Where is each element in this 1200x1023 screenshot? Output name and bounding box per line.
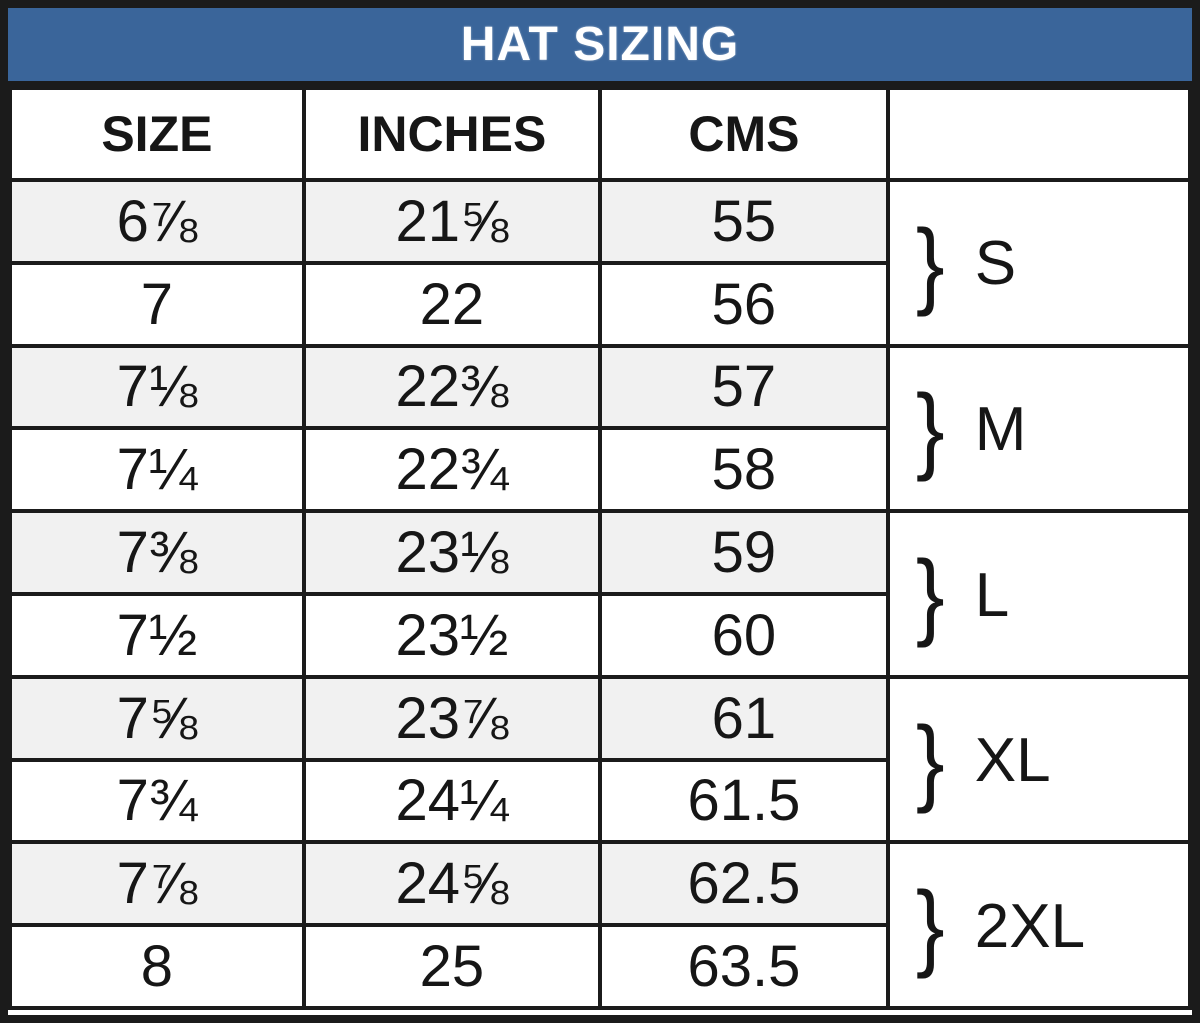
table-row: 8 25 63.5 — [8, 923, 1190, 1010]
table-row: 7½ 23½ 60 — [8, 591, 1190, 679]
cell-cms: 63.5 — [597, 923, 890, 1010]
size-group-cell-m: } M — [885, 343, 1193, 514]
cell-inches: 22⅜ — [301, 343, 602, 431]
size-group-label: 2XL — [974, 891, 1086, 961]
size-group-cell-l: } L — [885, 509, 1193, 679]
cell-size: 7½ — [8, 591, 306, 679]
size-group-label: M — [974, 394, 1027, 464]
cell-inches: 24⅝ — [301, 840, 602, 928]
cell-size: 7¾ — [8, 757, 306, 845]
cell-size: 7⅛ — [8, 343, 306, 431]
cell-cms: 61.5 — [597, 757, 890, 845]
size-group-label: L — [974, 560, 1010, 630]
page-title: HAT SIZING — [460, 18, 740, 71]
cell-size: 6⅞ — [8, 178, 306, 265]
cell-size: 7⅝ — [8, 674, 306, 762]
title-bar: HAT SIZING — [8, 8, 1192, 86]
table-row: 7¾ 24¼ 61.5 — [8, 757, 1190, 845]
table-row: 6⅞ 21⅝ 55 } S — [8, 178, 1193, 348]
cell-size: 7⅜ — [8, 509, 306, 596]
cell-inches: 24¼ — [301, 757, 602, 845]
column-header-empty — [885, 86, 1193, 182]
cell-cms: 59 — [597, 509, 890, 596]
cell-cms: 58 — [597, 426, 890, 514]
table-row: 7⅞ 24⅝ 62.5 } 2XL — [8, 840, 1193, 1010]
size-group-cell-2xl: } 2XL — [885, 840, 1193, 1010]
cell-cms: 55 — [597, 178, 890, 265]
cell-inches: 22¾ — [301, 426, 602, 514]
cell-size: 7⅞ — [8, 840, 306, 928]
table-row: 7⅜ 23⅛ 59 } L — [8, 509, 1193, 679]
header-row: SIZE INCHES CMS — [8, 86, 1193, 182]
cell-size: 7 — [8, 260, 306, 348]
cell-cms: 57 — [597, 343, 890, 431]
cell-inches: 23½ — [301, 591, 602, 679]
column-header-cms: CMS — [597, 86, 890, 182]
table-row: 7⅝ 23⅞ 61 } XL — [8, 674, 1193, 845]
table-row: 7 22 56 — [8, 260, 1190, 348]
cell-cms: 60 — [597, 591, 890, 679]
cell-inches: 22 — [301, 260, 602, 348]
cell-inches: 23⅛ — [301, 509, 602, 596]
cell-cms: 62.5 — [597, 840, 890, 928]
table-row: 7⅛ 22⅜ 57 } M — [8, 343, 1193, 514]
size-group-label: XL — [974, 726, 1051, 796]
cell-size: 7¼ — [8, 426, 306, 514]
cell-inches: 25 — [301, 923, 602, 1010]
cell-inches: 23⅞ — [301, 674, 602, 762]
table-row: 7¼ 22¾ 58 — [8, 426, 1190, 514]
size-group-cell-s: } S — [885, 178, 1193, 348]
cell-size: 8 — [8, 923, 306, 1010]
cell-cms: 61 — [597, 674, 890, 762]
sizing-table: SIZE INCHES CMS 6⅞ 21⅝ 55 } S 7 22 56 — [8, 86, 1193, 1010]
cell-inches: 21⅝ — [301, 178, 602, 265]
column-header-size: SIZE — [8, 86, 306, 182]
size-group-label: S — [974, 229, 1017, 299]
cell-cms: 56 — [597, 260, 890, 348]
size-group-cell-xl: } XL — [885, 674, 1193, 845]
column-header-inches: INCHES — [301, 86, 602, 182]
